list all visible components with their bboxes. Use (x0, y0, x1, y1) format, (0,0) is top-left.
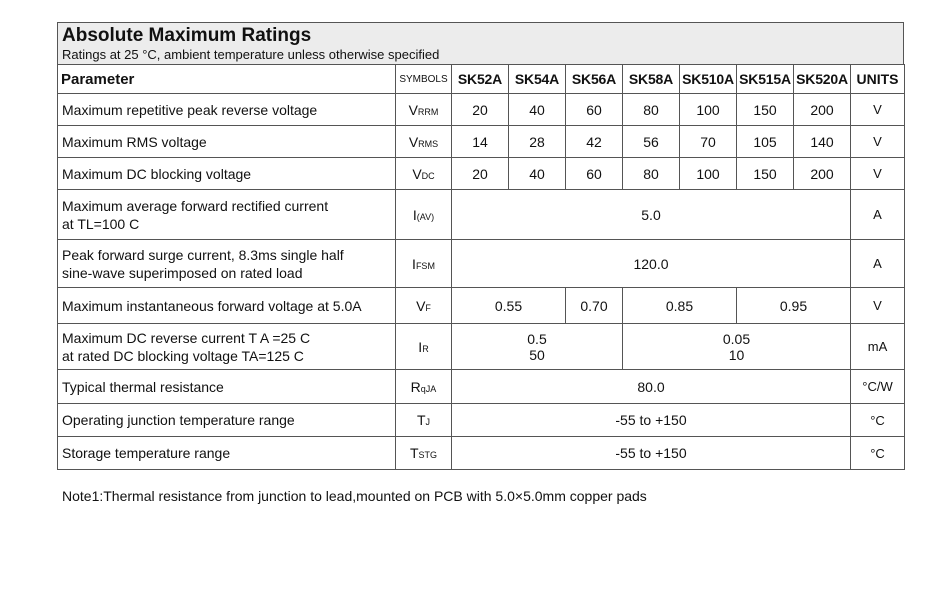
value-cell: 5.0 (451, 189, 851, 240)
header-row: Parameter SYMBOLS SK52A SK54A SK56A SK58… (57, 64, 905, 94)
part-header: SK515A (736, 64, 794, 94)
table-row: Operating junction temperature range TJ … (57, 403, 905, 437)
table-row: Maximum instantaneous forward voltage at… (57, 287, 905, 324)
value-cell: 40 (508, 157, 566, 190)
ratings-sheet: Absolute Maximum Ratings Ratings at 25 °… (57, 22, 905, 470)
value-cell: 42 (565, 125, 623, 158)
table-row: Storage temperature range TSTG -55 to +1… (57, 436, 905, 470)
value-cell: 0.05 10 (622, 323, 851, 370)
part-header: SK52A (451, 64, 509, 94)
symbol-vrrm: VRRM (395, 93, 452, 126)
unit-tj: °C (850, 403, 905, 437)
value-cell: 80.0 (451, 369, 851, 404)
symbol-vf: VF (395, 287, 452, 324)
value-cell: 200 (793, 93, 851, 126)
table-row: Maximum DC reverse current T A =25 C at … (57, 323, 905, 370)
unit-vrms: V (850, 125, 905, 158)
unit-iav: A (850, 189, 905, 240)
value-cell: 0.85 (622, 287, 737, 324)
value-cell: 40 (508, 93, 566, 126)
value-cell: -55 to +150 (451, 403, 851, 437)
symbols-header: SYMBOLS (395, 64, 452, 94)
part-header: SK520A (793, 64, 851, 94)
value-cell: 20 (451, 93, 509, 126)
table-row: Maximum repetitive peak reverse voltage … (57, 93, 905, 126)
unit-ir: mA (850, 323, 905, 370)
value-cell: 0.55 (451, 287, 566, 324)
symbol-vrms: VRMS (395, 125, 452, 158)
param-ifsm: Peak forward surge current, 8.3ms single… (57, 239, 396, 288)
table-row: Maximum average forward rectified curren… (57, 189, 905, 240)
value-cell: 100 (679, 93, 737, 126)
symbol-tstg: TSTG (395, 436, 452, 470)
value-cell: -55 to +150 (451, 436, 851, 470)
ratings-title: Absolute Maximum Ratings (62, 25, 312, 46)
units-header: UNITS (850, 64, 905, 94)
value-cell: 120.0 (451, 239, 851, 288)
param-vrms: Maximum RMS voltage (57, 125, 396, 158)
param-vf: Maximum instantaneous forward voltage at… (57, 287, 396, 324)
ratings-table: Parameter SYMBOLS SK52A SK54A SK56A SK58… (57, 64, 905, 470)
symbol-iav: I(AV) (395, 189, 452, 240)
value-cell: 70 (679, 125, 737, 158)
param-rth: Typical thermal resistance (57, 369, 396, 404)
value-cell: 150 (736, 157, 794, 190)
footnote: Note1:Thermal resistance from junction t… (62, 488, 647, 504)
param-iav: Maximum average forward rectified curren… (57, 189, 396, 240)
value-cell: 100 (679, 157, 737, 190)
value-cell: 60 (565, 93, 623, 126)
unit-ifsm: A (850, 239, 905, 288)
param-tj: Operating junction temperature range (57, 403, 396, 437)
part-header: SK58A (622, 64, 680, 94)
symbol-vdc: VDC (395, 157, 452, 190)
unit-rth: °C/W (850, 369, 905, 404)
symbol-tj: TJ (395, 403, 452, 437)
unit-vrrm: V (850, 93, 905, 126)
symbol-ifsm: IFSM (395, 239, 452, 288)
value-cell: 0.5 50 (451, 323, 623, 370)
value-cell: 20 (451, 157, 509, 190)
value-cell: 14 (451, 125, 509, 158)
symbol-ir: IR (395, 323, 452, 370)
unit-vdc: V (850, 157, 905, 190)
part-header: SK510A (679, 64, 737, 94)
value-cell: 0.70 (565, 287, 623, 324)
part-header: SK56A (565, 64, 623, 94)
table-row: Peak forward surge current, 8.3ms single… (57, 239, 905, 288)
value-cell: 0.95 (736, 287, 851, 324)
ratings-subtitle: Ratings at 25 °C, ambient temperature un… (62, 47, 440, 62)
value-cell: 80 (622, 157, 680, 190)
unit-vf: V (850, 287, 905, 324)
part-header: SK54A (508, 64, 566, 94)
ratings-header: Absolute Maximum Ratings Ratings at 25 °… (57, 22, 904, 64)
value-cell: 105 (736, 125, 794, 158)
param-ir: Maximum DC reverse current T A =25 C at … (57, 323, 396, 370)
value-cell: 140 (793, 125, 851, 158)
table-row: Maximum RMS voltage VRMS 14 28 42 56 70 … (57, 125, 905, 158)
value-cell: 60 (565, 157, 623, 190)
value-cell: 28 (508, 125, 566, 158)
value-cell: 150 (736, 93, 794, 126)
symbol-rth: RqJA (395, 369, 452, 404)
param-tstg: Storage temperature range (57, 436, 396, 470)
unit-tstg: °C (850, 436, 905, 470)
param-vdc: Maximum DC blocking voltage (57, 157, 396, 190)
table-row: Typical thermal resistance RqJA 80.0 °C/… (57, 369, 905, 404)
table-row: Maximum DC blocking voltage VDC 20 40 60… (57, 157, 905, 190)
value-cell: 200 (793, 157, 851, 190)
parameter-header: Parameter (57, 64, 396, 94)
param-vrrm: Maximum repetitive peak reverse voltage (57, 93, 396, 126)
value-cell: 56 (622, 125, 680, 158)
value-cell: 80 (622, 93, 680, 126)
